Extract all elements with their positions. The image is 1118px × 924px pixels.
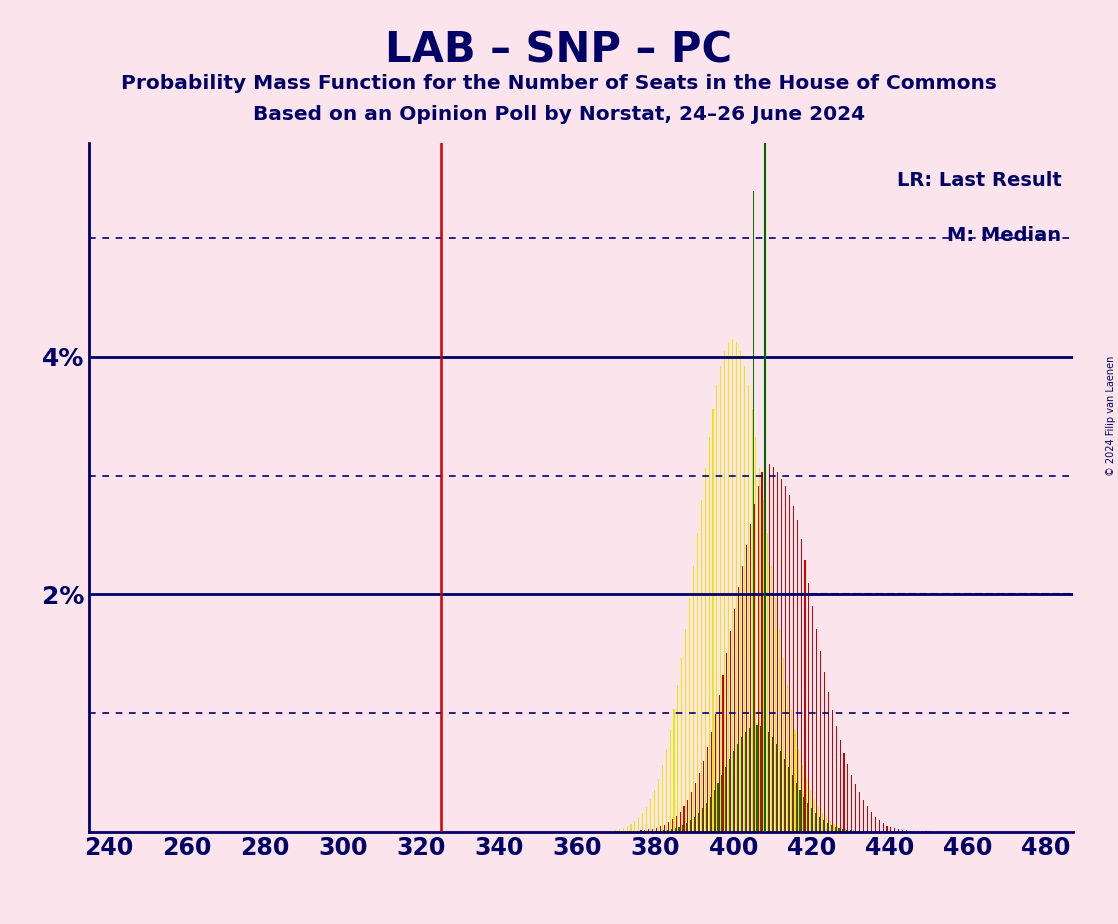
- Text: © 2024 Filip van Laenen: © 2024 Filip van Laenen: [1106, 356, 1116, 476]
- Text: M: Median: M: Median: [947, 225, 1061, 245]
- Text: LR: Last Result: LR: Last Result: [897, 171, 1061, 189]
- Text: Probability Mass Function for the Number of Seats in the House of Commons: Probability Mass Function for the Number…: [121, 74, 997, 93]
- Text: LAB – SNP – PC: LAB – SNP – PC: [386, 30, 732, 71]
- Text: Based on an Opinion Poll by Norstat, 24–26 June 2024: Based on an Opinion Poll by Norstat, 24–…: [253, 105, 865, 125]
